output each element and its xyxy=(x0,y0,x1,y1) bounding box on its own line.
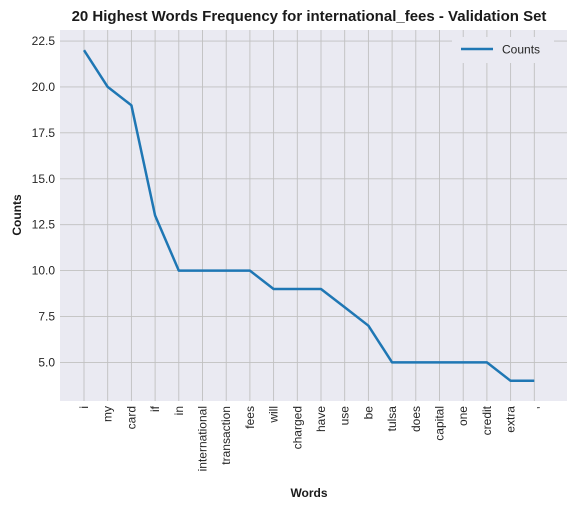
x-tick-label: tulsa xyxy=(385,406,399,432)
y-tick-label: 10.0 xyxy=(32,264,56,278)
y-axis-title: Counts xyxy=(10,194,24,236)
y-tick-label: 17.5 xyxy=(32,126,56,140)
y-tick-label: 12.5 xyxy=(32,218,56,232)
x-tick-label: does xyxy=(409,406,423,432)
x-axis: i my card if in international transaction fees w… xyxy=(77,405,541,471)
x-tick-label: capital xyxy=(433,406,447,441)
series-line-counts xyxy=(82,49,535,383)
x-tick-label: fees xyxy=(243,406,257,429)
x-tick-label: use xyxy=(338,406,352,426)
x-tick-label: in xyxy=(172,406,186,415)
x-tick-label: will xyxy=(267,406,281,424)
grid xyxy=(60,30,567,401)
y-tick-label: 15.0 xyxy=(32,172,56,186)
legend-label: Counts xyxy=(502,43,540,57)
plot-area xyxy=(60,30,567,401)
x-tick-label: international xyxy=(196,406,210,471)
x-tick-label: , xyxy=(527,406,541,409)
y-axis: 5.0 7.5 10.0 12.5 15.0 17.5 20.0 22.5 xyxy=(32,34,56,369)
y-tick-label: 20.0 xyxy=(32,80,56,94)
y-tick-label: 22.5 xyxy=(32,34,56,48)
y-tick-label: 5.0 xyxy=(38,355,55,369)
x-tick-label: i xyxy=(77,406,91,409)
x-tick-label: have xyxy=(314,406,328,432)
y-tick-label: 7.5 xyxy=(38,310,55,324)
legend: Counts xyxy=(452,37,554,63)
x-axis-title: Words xyxy=(290,486,327,500)
chart-title: 20 Highest Words Frequency for internati… xyxy=(72,8,547,25)
x-tick-label: card xyxy=(124,406,138,429)
x-tick-label: if xyxy=(148,405,162,412)
x-tick-label: be xyxy=(361,406,375,420)
x-tick-label: my xyxy=(101,406,115,422)
x-tick-label: transaction xyxy=(219,406,233,465)
x-tick-label: credit xyxy=(480,405,494,435)
x-tick-label: extra xyxy=(504,406,518,433)
x-tick-label: charged xyxy=(290,406,304,449)
x-tick-label: one xyxy=(456,406,470,426)
